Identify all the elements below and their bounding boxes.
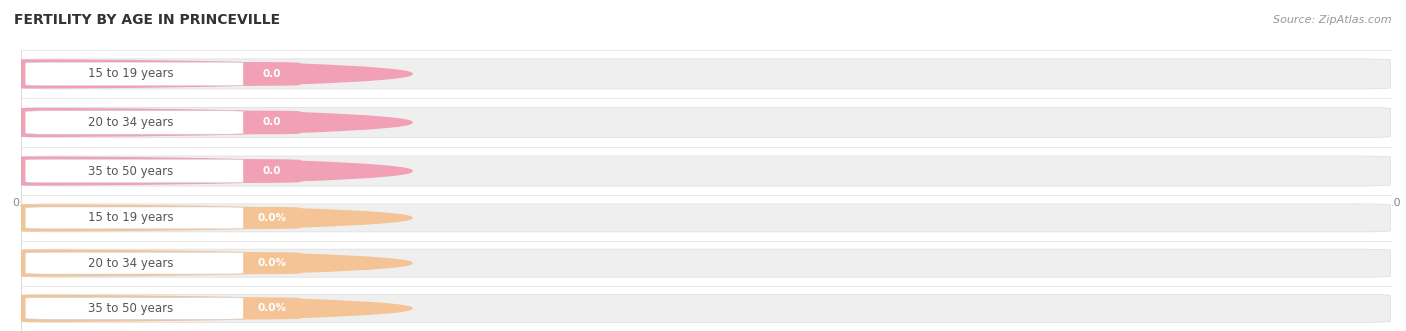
FancyBboxPatch shape <box>25 62 245 86</box>
Text: 0.0: 0.0 <box>263 118 281 127</box>
FancyBboxPatch shape <box>25 298 245 319</box>
Text: 20 to 34 years: 20 to 34 years <box>87 257 173 270</box>
FancyBboxPatch shape <box>25 111 245 134</box>
Text: 15 to 19 years: 15 to 19 years <box>87 212 173 224</box>
FancyBboxPatch shape <box>22 294 1391 322</box>
FancyBboxPatch shape <box>22 156 1391 186</box>
FancyBboxPatch shape <box>243 111 301 134</box>
Text: 20 to 34 years: 20 to 34 years <box>87 116 173 129</box>
FancyBboxPatch shape <box>25 159 245 183</box>
FancyBboxPatch shape <box>243 62 301 86</box>
Text: FERTILITY BY AGE IN PRINCEVILLE: FERTILITY BY AGE IN PRINCEVILLE <box>14 13 280 27</box>
FancyBboxPatch shape <box>22 204 1391 232</box>
Text: 0.0: 0.0 <box>263 69 281 79</box>
Circle shape <box>0 296 412 321</box>
FancyBboxPatch shape <box>25 207 245 229</box>
Circle shape <box>0 205 412 231</box>
Text: 0.0%: 0.0% <box>257 213 287 223</box>
Text: 15 to 19 years: 15 to 19 years <box>87 68 173 80</box>
FancyBboxPatch shape <box>243 298 301 319</box>
FancyBboxPatch shape <box>243 252 301 274</box>
FancyBboxPatch shape <box>25 252 245 274</box>
FancyBboxPatch shape <box>22 108 1391 137</box>
Text: Source: ZipAtlas.com: Source: ZipAtlas.com <box>1274 15 1392 25</box>
Text: 0.0: 0.0 <box>263 166 281 176</box>
Circle shape <box>0 109 412 136</box>
FancyBboxPatch shape <box>243 159 301 183</box>
FancyBboxPatch shape <box>243 207 301 229</box>
Circle shape <box>0 157 412 185</box>
Circle shape <box>0 250 412 276</box>
Text: 0.0%: 0.0% <box>257 258 287 268</box>
FancyBboxPatch shape <box>22 249 1391 277</box>
Text: 35 to 50 years: 35 to 50 years <box>87 165 173 177</box>
Text: 35 to 50 years: 35 to 50 years <box>87 302 173 315</box>
Circle shape <box>0 60 412 88</box>
FancyBboxPatch shape <box>22 59 1391 89</box>
Text: 0.0%: 0.0% <box>257 304 287 313</box>
